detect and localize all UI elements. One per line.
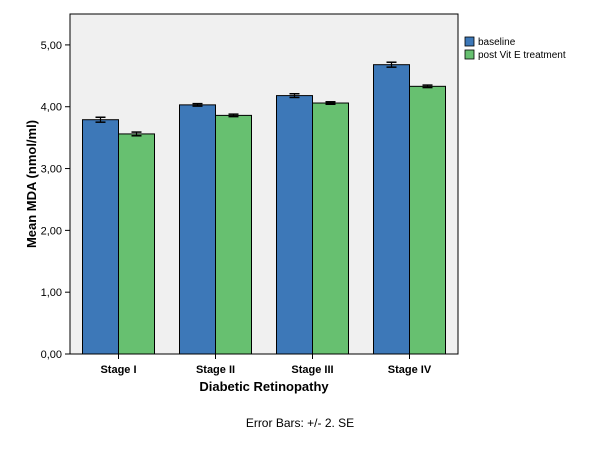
bar-baseline-stage-iv bbox=[373, 64, 410, 355]
legend-label: post Vit E treatment bbox=[478, 50, 566, 61]
bar-post-vit-e-treatment-stage-iii bbox=[312, 102, 349, 355]
y-tick-label: 0,00 bbox=[41, 349, 62, 361]
x-tick-label: Stage II bbox=[196, 364, 235, 376]
legend-label: baseline bbox=[478, 37, 516, 48]
legend: baseline post Vit E treatment bbox=[464, 36, 566, 61]
bar-baseline-stage-iii bbox=[276, 95, 313, 355]
x-tick-label: Stage I bbox=[100, 364, 136, 376]
y-tick-label: 4,00 bbox=[41, 102, 62, 114]
bar-post-vit-e-treatment-stage-i bbox=[118, 133, 155, 355]
bar-baseline-stage-i bbox=[82, 119, 119, 355]
legend-swatch bbox=[464, 36, 475, 47]
legend-swatch bbox=[464, 49, 475, 60]
bar-baseline-stage-ii bbox=[179, 104, 216, 355]
y-tick-label: 1,00 bbox=[41, 287, 62, 299]
x-axis-title: Diabetic Retinopathy bbox=[199, 379, 329, 394]
y-tick-label: 2,00 bbox=[41, 225, 62, 237]
x-tick-label: Stage III bbox=[291, 364, 333, 376]
bar-post-vit-e-treatment-stage-ii bbox=[215, 114, 252, 355]
bars bbox=[82, 61, 446, 355]
y-axis: 0,00 1,00 2,00 3,00 4,00 5,00 bbox=[41, 40, 70, 361]
bar-post-vit-e-treatment-stage-iv bbox=[409, 85, 446, 355]
y-tick-label: 3,00 bbox=[41, 164, 62, 176]
x-axis: Stage I Stage II Stage III Stage IV bbox=[100, 354, 432, 376]
x-tick-label: Stage IV bbox=[388, 364, 432, 376]
y-tick-label: 5,00 bbox=[41, 40, 62, 52]
error-bars-note: Error Bars: +/- 2. SE bbox=[246, 416, 354, 430]
y-axis-title: Mean MDA (nmol/ml) bbox=[24, 120, 39, 248]
